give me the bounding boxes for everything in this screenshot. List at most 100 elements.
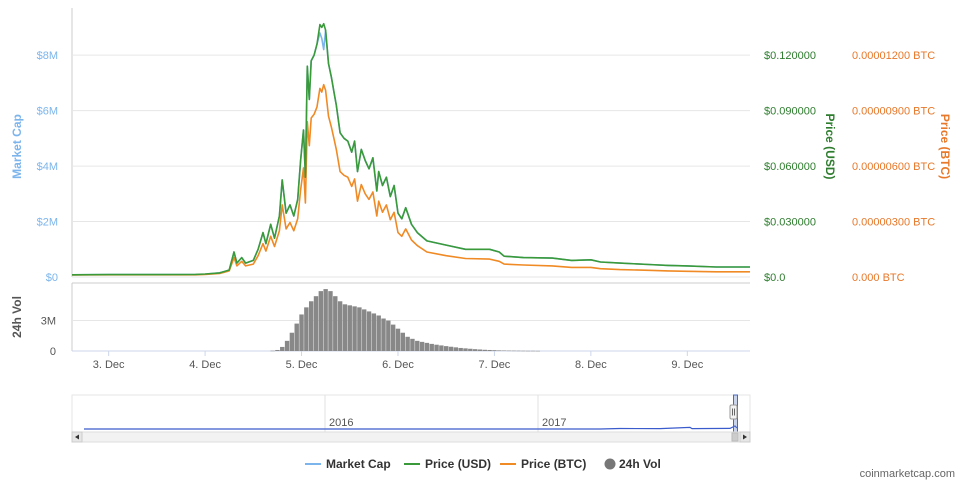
- price-usd-tick-label: $0.120000: [764, 50, 816, 62]
- price-usd-tick-label: $0.030000: [764, 217, 816, 229]
- volume-bar: [530, 350, 536, 352]
- volume-bar: [501, 350, 507, 351]
- market-cap-axis-title: Market Cap: [10, 114, 24, 179]
- price-btc-tick-label: 0.00001200 BTC: [852, 50, 935, 62]
- volume-bar: [472, 349, 478, 351]
- volume-bar: [337, 301, 343, 351]
- volume-bar: [487, 349, 492, 351]
- legend-label: Price (USD): [425, 457, 491, 471]
- price-usd-axis-title: Price (USD): [823, 113, 837, 179]
- volume-bar: [333, 296, 338, 351]
- volume-axis-title: 24h Vol: [10, 296, 24, 338]
- volume-bar: [299, 314, 304, 351]
- market-cap-tick-label: $8M: [37, 50, 58, 62]
- volume-bar: [405, 336, 410, 351]
- volume-bar: [371, 313, 377, 351]
- legend-label: Price (BTC): [521, 457, 586, 471]
- volume-bar: [323, 289, 328, 351]
- volume-bar: [328, 291, 333, 351]
- credit-link[interactable]: coinmarketcap.com: [859, 468, 955, 480]
- price-btc-tick-label: 0.00000300 BTC: [852, 217, 935, 229]
- volume-bar: [511, 350, 516, 352]
- legend: Market Cap Price (USD) Price (BTC) 24h Vol: [305, 457, 661, 471]
- volume-bar: [463, 348, 468, 351]
- legend-circle-icon: [604, 458, 616, 470]
- legend-item[interactable]: 24h Vol: [604, 457, 661, 471]
- price-btc-tick-label: 0.000 BTC: [852, 272, 905, 284]
- volume-bar: [482, 349, 487, 351]
- price-usd-tick-label: $0.060000: [764, 161, 816, 173]
- volume-bar: [434, 344, 439, 351]
- volume-bar: [357, 307, 362, 351]
- volume-bar: [390, 324, 396, 351]
- volume-bar: [506, 350, 512, 352]
- market-cap-tick-label: $6M: [37, 106, 58, 118]
- price-btc-line: [71, 83, 750, 276]
- legend-item[interactable]: Price (USD): [404, 457, 491, 471]
- volume-bar: [280, 346, 285, 351]
- volume-bar: [516, 350, 521, 352]
- legend-item[interactable]: Price (BTC): [500, 457, 586, 471]
- volume-bar: [342, 304, 348, 351]
- price-btc-tick-label: 0.00000600 BTC: [852, 161, 935, 173]
- volume-tick-label: 3M: [41, 316, 56, 328]
- scroll-right-arrow-icon: [743, 434, 747, 440]
- legend-label: 24h Vol: [619, 457, 661, 471]
- volume-tick-label: 0: [50, 346, 56, 358]
- price-btc-axis-title: Price (BTC): [938, 114, 952, 179]
- x-tick-label: 6. Dec: [382, 359, 414, 371]
- volume-bar: [444, 346, 449, 351]
- navigator-scrollbar[interactable]: [71, 431, 751, 443]
- market-cap-tick-label: $4M: [37, 161, 58, 173]
- legend-item[interactable]: Market Cap: [305, 457, 391, 471]
- price-usd-tick-label: $0.090000: [764, 106, 816, 118]
- volume-bar: [535, 350, 541, 352]
- volume-bar: [395, 328, 401, 351]
- x-tick-label: 7. Dec: [479, 359, 511, 371]
- volume-bar: [525, 350, 531, 352]
- volume-bar: [352, 306, 357, 351]
- x-tick-label: 5. Dec: [286, 359, 318, 371]
- x-tick-label: 4. Dec: [189, 359, 221, 371]
- volume-bar: [429, 343, 434, 351]
- market-cap-tick-label: $0: [46, 272, 58, 284]
- volume-bar: [313, 296, 319, 351]
- volume-bar: [289, 332, 295, 351]
- x-tick-label: 9. Dec: [671, 359, 703, 371]
- volume-bar: [458, 347, 463, 351]
- price-usd-tick-label: $0.0: [764, 272, 785, 284]
- volume-bar: [448, 346, 454, 351]
- volume-bar: [294, 323, 299, 351]
- volume-bar: [270, 350, 275, 352]
- navigator-handle: [729, 404, 738, 420]
- volume-bar: [318, 291, 324, 351]
- market-cap-tick-label: $2M: [37, 217, 58, 229]
- volume-bar: [492, 350, 497, 351]
- volume-bar: [386, 320, 391, 351]
- volume-bar: [410, 338, 415, 351]
- volume-bar: [521, 350, 526, 352]
- volume-bar: [424, 342, 430, 351]
- volume-bar: [347, 305, 352, 351]
- volume-bar: [308, 301, 314, 351]
- volume-bar: [477, 349, 483, 351]
- volume-bar: [304, 307, 309, 351]
- navigator-frame: [71, 394, 751, 433]
- navigator-year-label: 2016: [329, 417, 353, 429]
- volume-bar: [362, 309, 367, 351]
- volume-bar: [419, 341, 425, 351]
- scrollbar-track: [71, 431, 751, 443]
- volume-bar: [497, 350, 502, 351]
- scrollbar-thumb[interactable]: [731, 432, 739, 442]
- price-usd-line: [71, 22, 750, 276]
- volume-bar: [453, 347, 459, 351]
- volume-bar: [275, 349, 280, 351]
- volume-bar: [376, 315, 381, 351]
- volume-bar: [439, 345, 444, 351]
- legend-label: Market Cap: [326, 457, 391, 471]
- volume-bar: [400, 332, 406, 351]
- volume-bar: [366, 311, 372, 351]
- price-btc-tick-label: 0.00000900 BTC: [852, 106, 935, 118]
